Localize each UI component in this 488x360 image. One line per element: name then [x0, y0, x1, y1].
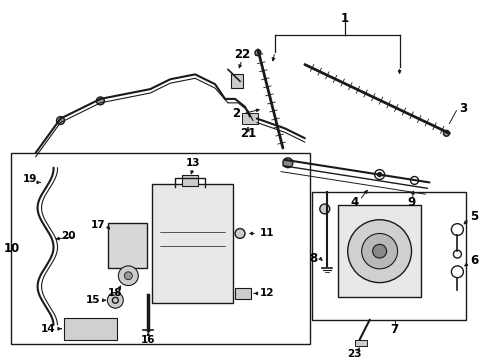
Text: 11: 11	[260, 229, 274, 238]
Bar	[11, 153, 309, 345]
Text: 8: 8	[309, 252, 317, 265]
Text: 12: 12	[260, 288, 274, 298]
Circle shape	[254, 50, 261, 56]
Text: 14: 14	[41, 324, 56, 334]
Text: 6: 6	[469, 255, 478, 267]
Text: 9: 9	[407, 195, 415, 208]
FancyBboxPatch shape	[230, 75, 243, 88]
Bar	[354, 339, 366, 346]
Circle shape	[118, 266, 138, 285]
Text: 15: 15	[86, 295, 100, 305]
Text: 16: 16	[141, 334, 155, 345]
Text: 23: 23	[347, 349, 361, 359]
Circle shape	[235, 229, 244, 238]
Circle shape	[319, 204, 329, 214]
Text: 10: 10	[4, 242, 20, 255]
Circle shape	[372, 244, 386, 258]
Circle shape	[361, 234, 397, 269]
Text: 17: 17	[91, 220, 105, 230]
Circle shape	[57, 117, 64, 125]
Text: 2: 2	[231, 107, 240, 120]
Circle shape	[96, 97, 104, 105]
Text: 19: 19	[22, 175, 37, 184]
Circle shape	[124, 272, 132, 280]
Text: 1: 1	[340, 12, 348, 25]
Circle shape	[443, 130, 448, 136]
Circle shape	[377, 172, 381, 176]
Circle shape	[283, 158, 292, 168]
FancyBboxPatch shape	[337, 205, 421, 297]
Circle shape	[107, 292, 123, 308]
Text: 13: 13	[185, 158, 200, 168]
Text: 5: 5	[469, 210, 478, 223]
FancyBboxPatch shape	[182, 175, 198, 186]
Circle shape	[347, 220, 411, 283]
Text: 20: 20	[61, 231, 75, 242]
Bar	[311, 192, 466, 320]
Text: 22: 22	[233, 48, 250, 61]
Text: 3: 3	[458, 102, 467, 115]
Text: 7: 7	[390, 323, 398, 336]
FancyBboxPatch shape	[152, 184, 233, 303]
FancyBboxPatch shape	[242, 113, 258, 125]
FancyBboxPatch shape	[108, 223, 147, 268]
Text: 4: 4	[350, 195, 358, 208]
Text: 18: 18	[108, 288, 122, 298]
FancyBboxPatch shape	[63, 318, 117, 339]
Text: 21: 21	[240, 127, 256, 140]
FancyBboxPatch shape	[235, 288, 250, 299]
